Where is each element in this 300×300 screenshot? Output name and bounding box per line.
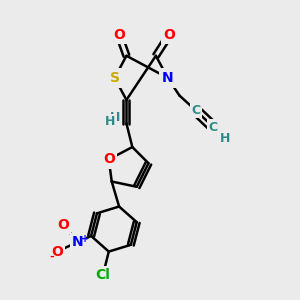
Text: H: H	[105, 115, 116, 128]
Text: Cl: Cl	[95, 268, 110, 282]
Text: +: +	[81, 234, 89, 244]
Text: H: H	[110, 111, 120, 124]
Text: N: N	[72, 235, 84, 249]
Text: O: O	[163, 28, 175, 42]
Text: S: S	[110, 71, 120, 85]
Text: O: O	[57, 218, 69, 232]
Text: C: C	[191, 104, 200, 117]
Text: C: C	[209, 121, 218, 134]
Text: O: O	[103, 152, 115, 167]
Text: -: -	[49, 252, 54, 262]
Text: N: N	[162, 71, 173, 85]
Text: H: H	[220, 132, 230, 145]
Text: O: O	[113, 28, 125, 42]
Text: O: O	[51, 244, 63, 259]
